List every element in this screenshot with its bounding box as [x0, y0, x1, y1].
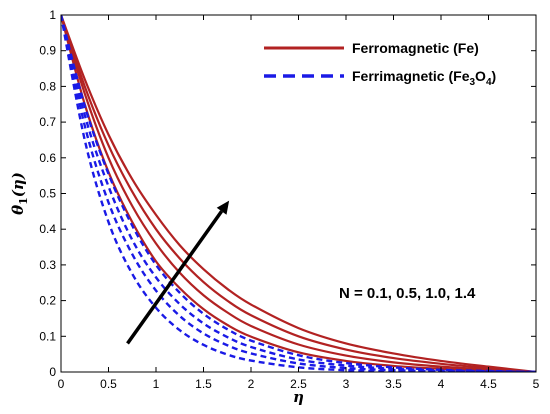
x-tick-label: 3.5: [385, 377, 402, 391]
x-tick-label: 1: [153, 377, 160, 391]
x-tick-label: 0: [58, 377, 65, 391]
y-tick-label: 0.1: [39, 329, 56, 343]
x-tick-label: 4: [438, 377, 445, 391]
x-tick-label: 3: [343, 377, 350, 391]
y-tick-label: 0.3: [39, 258, 56, 272]
y-tick-label: 0.4: [39, 222, 56, 236]
n-values-annotation: N = 0.1, 0.5, 1.0, 1.4: [339, 285, 476, 302]
y-tick-label: 0.2: [39, 294, 56, 308]
trend-arrow-shaft: [128, 211, 222, 343]
y-tick-label: 1: [49, 8, 56, 22]
x-tick-label: 0.5: [100, 377, 117, 391]
legend-label-fe: Ferromagnetic (Fe): [352, 40, 479, 56]
x-axis-label: η: [293, 388, 304, 406]
x-tick-label: 4.5: [480, 377, 497, 391]
y-tick-label: 0.7: [39, 115, 56, 129]
y-tick-label: 0.8: [39, 79, 56, 93]
x-tick-label: 5: [533, 377, 540, 391]
y-tick-label: 0.5: [39, 187, 56, 201]
y-tick-label: 0.6: [39, 151, 56, 165]
y-axis-label: θ1(η): [9, 172, 30, 215]
legend: Ferromagnetic (Fe)Ferrimagnetic (Fe3O4): [254, 30, 524, 92]
y-tick-label: 0: [49, 365, 56, 379]
y-tick-label: 0.9: [39, 44, 56, 58]
x-tick-label: 1.5: [195, 377, 212, 391]
x-tick-label: 2: [248, 377, 255, 391]
